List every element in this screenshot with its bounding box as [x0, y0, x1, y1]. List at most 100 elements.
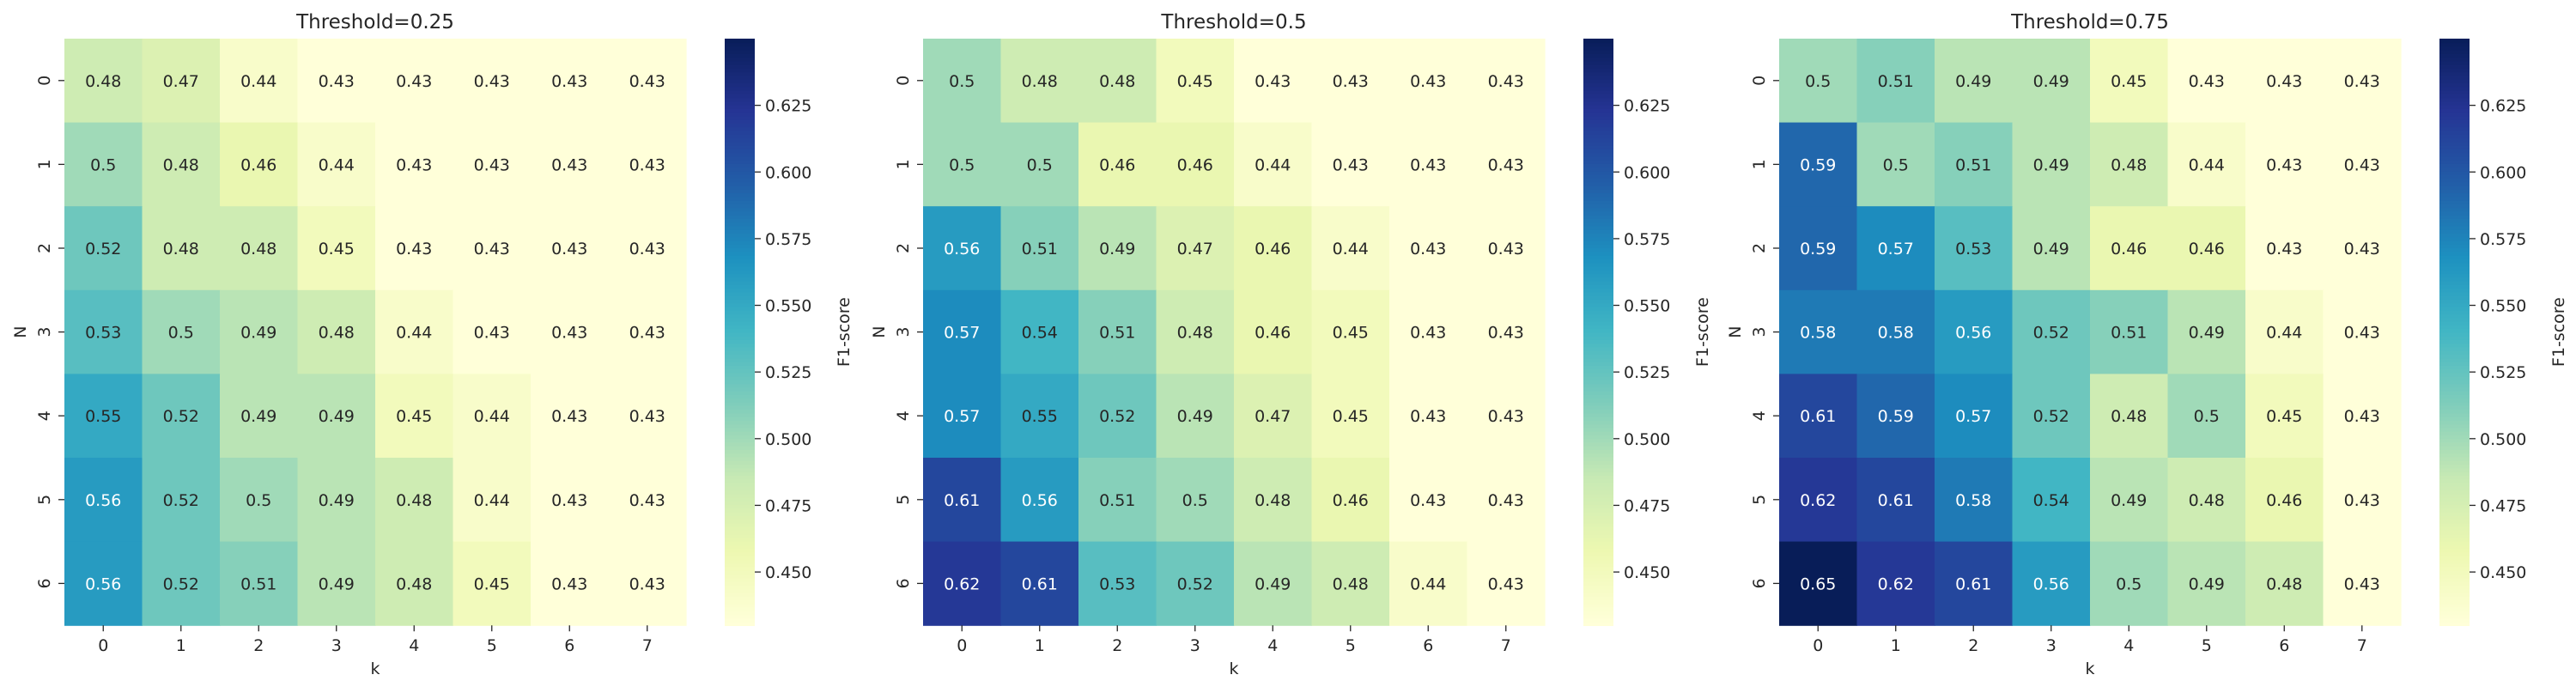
colorbar-gradient-step [2439, 544, 2470, 550]
heatmap-cell [453, 541, 532, 626]
heatmap-cell [1779, 458, 1858, 543]
colorbar-gradient-step [725, 320, 755, 325]
cell-value-label: 0.5 [168, 324, 194, 343]
colorbar-gradient-step [1583, 262, 1613, 267]
heatmap-cell [1935, 374, 2014, 459]
heatmap-cell [297, 122, 376, 207]
heatmap-cell [1389, 458, 1468, 543]
colorbar-gradient-step [1583, 71, 1613, 76]
colorbar-gradient-step [725, 68, 755, 73]
cell-value-label: 0.48 [85, 72, 121, 91]
cell-value-label: 0.48 [1177, 324, 1213, 343]
colorbar-gradient-step [725, 493, 755, 498]
y-axis-label: N [11, 325, 30, 337]
cell-value-label: 0.43 [551, 324, 587, 343]
colorbar-gradient-step [725, 325, 755, 330]
cell-value-label: 0.43 [629, 407, 665, 426]
heatmap-cell [2245, 206, 2324, 291]
heatmap-cell [1000, 289, 1079, 374]
cell-value-label: 0.59 [1800, 155, 1836, 174]
colorbar-gradient-step [2439, 291, 2470, 296]
x-tick-label: 6 [2279, 636, 2289, 655]
colorbar-gradient-step [1583, 222, 1613, 227]
cell-value-label: 0.43 [2344, 155, 2380, 174]
colorbar-gradient-step [725, 163, 755, 168]
colorbar-gradient-step [2439, 343, 2470, 348]
colorbar-gradient-step [1583, 471, 1613, 476]
heatmap-cell [2323, 122, 2402, 207]
colorbar-gradient-step [2439, 551, 2470, 556]
colorbar-gradient-step [725, 471, 755, 476]
colorbar-gradient-step [2439, 155, 2470, 161]
colorbar-gradient-step [2439, 603, 2470, 608]
colorbar-gradient-step [725, 233, 755, 238]
cell-value-label: 0.43 [629, 491, 665, 510]
colorbar-gradient-step [2439, 189, 2470, 194]
colorbar-gradient-step [725, 155, 755, 161]
heatmap-cell [1234, 206, 1313, 291]
cell-value-label: 0.47 [163, 72, 199, 91]
colorbar-gradient-step [725, 317, 755, 322]
x-tick-label: 2 [253, 636, 264, 655]
colorbar-gradient-step [1583, 86, 1613, 91]
heatmap-cell [1856, 374, 1935, 459]
heatmap-cell [2012, 122, 2091, 207]
cell-value-label: 0.43 [1488, 155, 1524, 174]
colorbar-gradient-step [1583, 233, 1613, 238]
heatmap-cell [1078, 206, 1157, 291]
heatmap-cell [1000, 458, 1079, 543]
colorbar-gradient-step [2439, 441, 2470, 447]
heatmap-cell [1935, 458, 2014, 543]
cell-value-label: 0.49 [1099, 240, 1135, 258]
cell-value-label: 0.49 [2189, 324, 2225, 343]
colorbar-gradient-step [1583, 247, 1613, 252]
colorbar-gradient-step [2439, 548, 2470, 553]
colorbar-gradient-step [725, 611, 755, 616]
x-tick-label: 1 [176, 636, 186, 655]
colorbar-gradient-step [2439, 606, 2470, 611]
heatmap-cell [1311, 206, 1390, 291]
colorbar-gradient-step [725, 94, 755, 99]
cell-value-label: 0.57 [944, 324, 980, 343]
colorbar-gradient-step [1583, 225, 1613, 230]
colorbar-gradient-step [2439, 265, 2470, 271]
heatmap-cell [375, 289, 454, 374]
colorbar-gradient-step [2439, 530, 2470, 535]
colorbar-gradient-step [2439, 489, 2470, 495]
chart-title: Threshold=0.75 [2010, 11, 2169, 33]
heatmap-cell [1467, 206, 1546, 291]
colorbar-gradient-step [1583, 218, 1613, 223]
heatmap-cell [1389, 289, 1468, 374]
cell-value-label: 0.52 [85, 240, 121, 258]
cell-value-label: 0.49 [1955, 72, 1991, 91]
colorbar-gradient-step [2439, 445, 2470, 451]
heatmap-cell [2012, 458, 2091, 543]
heatmap-cell [1779, 289, 1858, 374]
colorbar-gradient-step [2439, 204, 2470, 209]
cell-value-label: 0.56 [1022, 491, 1058, 510]
heatmap-cell [608, 206, 687, 291]
x-tick-label: 0 [957, 636, 967, 655]
cell-value-label: 0.49 [1255, 575, 1291, 593]
cell-value-label: 0.45 [396, 407, 432, 426]
y-tick-label: 3 [35, 327, 54, 337]
colorbar-gradient-step [725, 104, 755, 109]
colorbar-label: F1-score [835, 297, 854, 367]
heatmap-cell [1078, 289, 1157, 374]
heatmap-cell [64, 122, 143, 207]
colorbar-gradient-step [1583, 108, 1613, 113]
heatmap-cell [2323, 541, 2402, 626]
cell-value-label: 0.43 [474, 324, 510, 343]
heatmap-cell [531, 541, 610, 626]
colorbar-gradient-step [2439, 577, 2470, 582]
heatmap-cell [375, 39, 454, 124]
colorbar-gradient-step [725, 365, 755, 370]
colorbar-gradient-step [725, 57, 755, 62]
heatmap-cell [1078, 458, 1157, 543]
colorbar-gradient-step [2439, 134, 2470, 139]
colorbar-gradient-step [725, 449, 755, 454]
cell-value-label: 0.47 [1255, 407, 1291, 426]
colorbar-gradient-step [725, 277, 755, 282]
colorbar-gradient-step [1583, 302, 1613, 307]
colorbar-gradient-step [725, 229, 755, 234]
